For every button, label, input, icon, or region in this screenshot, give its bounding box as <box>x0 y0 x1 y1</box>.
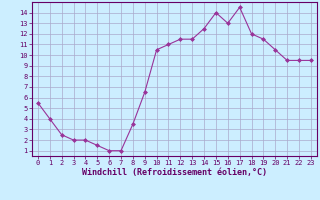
X-axis label: Windchill (Refroidissement éolien,°C): Windchill (Refroidissement éolien,°C) <box>82 168 267 177</box>
